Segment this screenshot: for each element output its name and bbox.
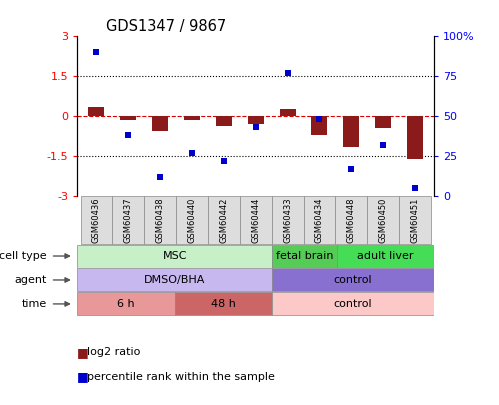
Text: log2 ratio: log2 ratio [87, 347, 141, 357]
Text: GSM60436: GSM60436 [92, 197, 101, 243]
Text: 48 h: 48 h [211, 299, 236, 309]
Bar [216, 116, 232, 126]
Bar [272, 245, 337, 268]
Bar [77, 292, 175, 315]
Text: GSM60442: GSM60442 [220, 197, 229, 243]
Text: 6 h: 6 h [117, 299, 135, 309]
Bar [367, 196, 399, 244]
Bar [272, 269, 434, 292]
Text: GSM60440: GSM60440 [188, 197, 197, 243]
Text: GSM60444: GSM60444 [251, 197, 260, 243]
Text: MSC: MSC [162, 251, 187, 261]
Text: GSM60438: GSM60438 [156, 197, 165, 243]
Bar [375, 116, 391, 128]
Bar [80, 196, 112, 244]
Text: time: time [22, 299, 47, 309]
Bar [335, 196, 367, 244]
Text: fetal brain: fetal brain [275, 251, 333, 261]
Text: GSM60448: GSM60448 [347, 197, 356, 243]
Bar [279, 109, 295, 116]
Bar [208, 196, 240, 244]
Text: DMSO/BHA: DMSO/BHA [144, 275, 205, 285]
Bar [240, 196, 271, 244]
Text: ■: ■ [77, 346, 89, 359]
Text: GSM60434: GSM60434 [315, 197, 324, 243]
Bar [399, 196, 431, 244]
Text: cell type: cell type [0, 251, 47, 261]
Text: GDS1347 / 9867: GDS1347 / 9867 [106, 19, 226, 34]
Text: percentile rank within the sample: percentile rank within the sample [87, 372, 275, 382]
Text: control: control [334, 299, 372, 309]
Bar [343, 116, 359, 147]
Bar [248, 116, 263, 124]
Bar [271, 196, 303, 244]
Text: GSM60437: GSM60437 [124, 197, 133, 243]
Bar [311, 116, 327, 135]
Text: GSM60451: GSM60451 [411, 197, 420, 243]
Text: GSM60433: GSM60433 [283, 197, 292, 243]
Bar [88, 107, 104, 116]
Bar [337, 245, 434, 268]
Bar [175, 292, 272, 315]
Text: GSM60450: GSM60450 [379, 197, 388, 243]
Text: control: control [334, 275, 372, 285]
Bar [176, 196, 208, 244]
Text: agent: agent [14, 275, 47, 285]
Text: adult liver: adult liver [357, 251, 414, 261]
Bar [152, 116, 168, 131]
Bar [272, 292, 434, 315]
Bar [112, 196, 144, 244]
Bar [77, 269, 272, 292]
Text: ■: ■ [77, 370, 89, 383]
Bar [407, 116, 423, 159]
Bar [120, 116, 136, 120]
Bar [144, 196, 176, 244]
Bar [184, 116, 200, 120]
Bar [77, 245, 272, 268]
Bar [303, 196, 335, 244]
